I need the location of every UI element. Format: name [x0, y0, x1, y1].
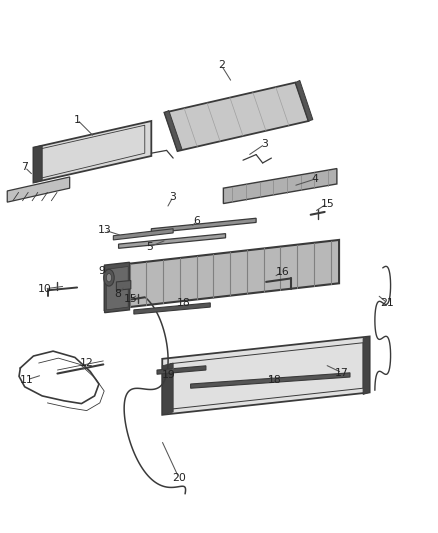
- Text: 21: 21: [380, 298, 394, 308]
- Text: 8: 8: [114, 289, 121, 299]
- Text: 15: 15: [321, 199, 334, 208]
- Polygon shape: [162, 363, 173, 415]
- Text: 2: 2: [218, 60, 225, 70]
- Polygon shape: [33, 146, 42, 183]
- Text: 13: 13: [98, 225, 112, 235]
- Polygon shape: [157, 366, 206, 374]
- Text: 12: 12: [80, 358, 94, 368]
- Circle shape: [106, 273, 112, 282]
- Text: 19: 19: [162, 370, 176, 380]
- Circle shape: [104, 269, 114, 286]
- Text: 11: 11: [20, 375, 34, 385]
- Polygon shape: [363, 336, 370, 394]
- Text: 9: 9: [99, 265, 106, 276]
- Polygon shape: [223, 168, 337, 204]
- Polygon shape: [295, 80, 313, 121]
- Polygon shape: [106, 266, 128, 310]
- Text: 5: 5: [146, 242, 152, 252]
- Text: 16: 16: [276, 267, 289, 277]
- Text: 18: 18: [268, 375, 282, 385]
- Polygon shape: [164, 83, 308, 151]
- Text: 18: 18: [177, 298, 191, 308]
- Text: 1: 1: [74, 115, 81, 125]
- Polygon shape: [164, 110, 182, 151]
- Polygon shape: [105, 240, 339, 310]
- Text: 17: 17: [335, 368, 349, 378]
- Polygon shape: [134, 303, 210, 314]
- Polygon shape: [162, 336, 370, 415]
- Text: 7: 7: [21, 162, 28, 172]
- Text: 4: 4: [311, 174, 318, 184]
- Polygon shape: [7, 177, 70, 202]
- Polygon shape: [105, 262, 130, 313]
- Polygon shape: [191, 373, 350, 388]
- Polygon shape: [33, 121, 151, 183]
- Text: 3: 3: [170, 191, 177, 201]
- Text: 3: 3: [261, 139, 268, 149]
- Text: 10: 10: [37, 284, 51, 294]
- Polygon shape: [117, 280, 131, 290]
- Text: 6: 6: [194, 216, 201, 226]
- Polygon shape: [119, 233, 226, 248]
- Polygon shape: [151, 218, 256, 233]
- Text: 15: 15: [124, 294, 138, 304]
- Polygon shape: [113, 229, 173, 240]
- Text: 20: 20: [172, 473, 186, 483]
